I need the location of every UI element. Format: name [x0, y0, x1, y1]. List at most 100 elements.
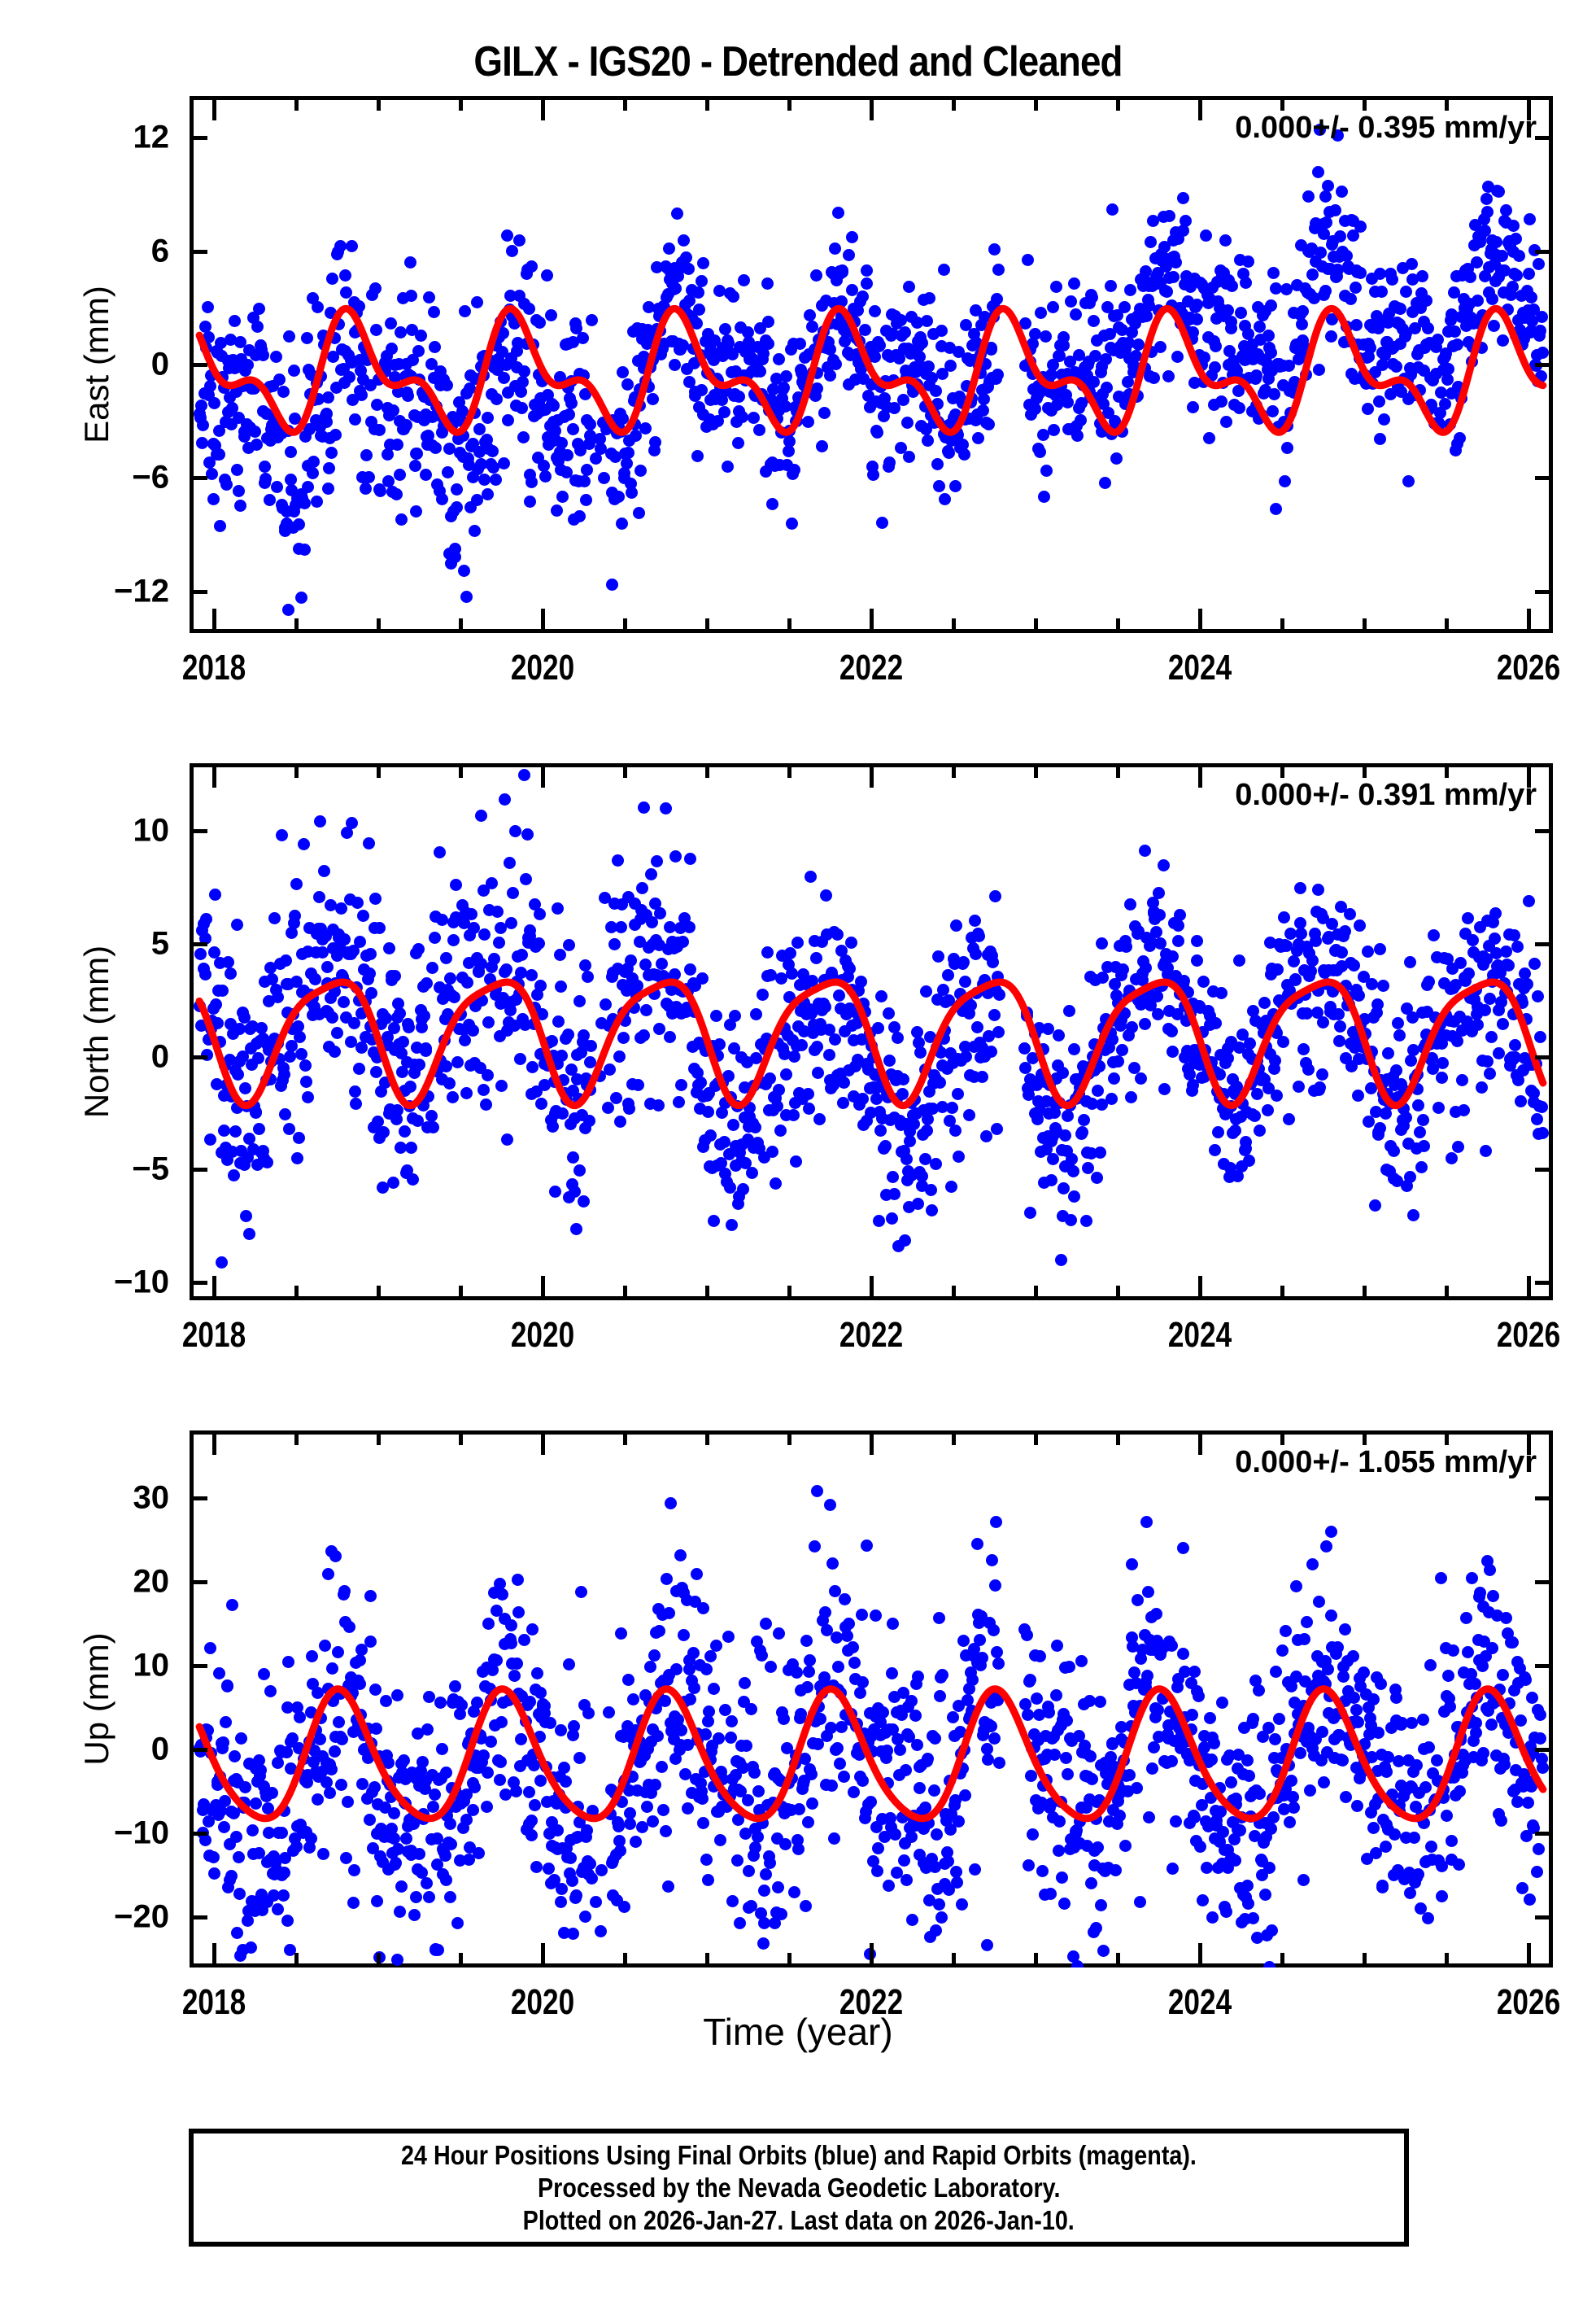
data-point	[300, 331, 313, 344]
data-point	[338, 269, 351, 282]
data-point	[224, 333, 237, 346]
data-point	[199, 321, 212, 334]
x-tick-mark	[951, 96, 956, 111]
data-point	[214, 519, 227, 532]
y-tick-label: −5	[132, 1151, 169, 1187]
x-tick-mark	[1444, 618, 1449, 633]
data-point	[323, 461, 336, 474]
y-tick-mark	[1535, 1280, 1553, 1285]
x-tick-mark	[541, 1276, 546, 1300]
x-tick-mark	[1115, 1953, 1120, 1968]
data-point	[385, 342, 398, 355]
x-tick-label: 2018	[182, 1315, 246, 1355]
x-tick-mark	[1362, 96, 1367, 111]
x-tick-mark	[377, 96, 382, 111]
x-tick-mark	[1280, 763, 1284, 778]
y-tick-mark	[190, 476, 207, 481]
x-tick-mark	[623, 96, 628, 111]
y-tick-mark	[1535, 1055, 1553, 1059]
data-point	[342, 371, 355, 384]
data-point	[373, 423, 386, 436]
y-tick-mark	[190, 941, 207, 946]
x-tick-mark	[870, 1430, 874, 1455]
x-tick-mark	[377, 1430, 382, 1445]
y-tick-mark	[190, 589, 207, 594]
x-tick-mark	[377, 1286, 382, 1300]
data-point	[409, 505, 422, 518]
x-tick-label: 2024	[1167, 648, 1232, 688]
data-point	[370, 324, 383, 337]
y-tick-label: 6	[150, 233, 169, 269]
x-tick-mark	[951, 1286, 956, 1300]
x-tick-mark	[212, 609, 217, 633]
data-point	[306, 292, 319, 305]
data-point	[303, 423, 316, 436]
data-point	[206, 467, 219, 480]
data-point	[359, 483, 372, 496]
y-tick-mark	[1535, 1168, 1553, 1173]
y-tick-mark	[1535, 1915, 1553, 1920]
x-tick-mark	[705, 96, 710, 111]
x-tick-mark	[459, 1430, 464, 1445]
data-point	[271, 480, 284, 493]
y-tick-mark	[190, 1496, 207, 1500]
data-point	[404, 289, 417, 302]
x-tick-mark	[459, 96, 464, 111]
data-point	[382, 474, 395, 487]
x-tick-mark	[787, 1430, 792, 1445]
rate-annotation: 0.000+/- 0.391 mm/yr	[1235, 778, 1537, 812]
data-point	[195, 400, 208, 413]
x-tick-mark	[1197, 1943, 1202, 1968]
y-tick-mark	[1535, 1579, 1553, 1584]
data-point	[326, 350, 339, 363]
data-point	[388, 370, 401, 383]
data-point	[362, 470, 375, 483]
model-curve-layer	[195, 1685, 1547, 1823]
x-tick-mark	[212, 763, 217, 788]
x-tick-mark	[1526, 1943, 1531, 1968]
data-point	[203, 379, 216, 392]
x-tick-mark	[541, 1943, 546, 1968]
y-tick-label: 30	[133, 1479, 170, 1515]
y-tick-label: 20	[133, 1563, 170, 1600]
data-point	[214, 337, 227, 350]
data-point	[369, 282, 382, 295]
y-tick-label: 10	[133, 812, 170, 849]
data-point	[325, 273, 338, 285]
y-tick-mark	[1535, 363, 1553, 367]
y-tick-mark	[1535, 249, 1553, 254]
model-curve-layer	[195, 978, 1547, 1110]
data-point	[310, 496, 323, 509]
x-tick-mark	[705, 763, 710, 778]
x-tick-mark	[1444, 1953, 1449, 1968]
x-tick-mark	[459, 618, 464, 633]
x-tick-mark	[377, 763, 382, 778]
x-tick-mark	[787, 96, 792, 111]
data-point	[288, 365, 301, 378]
seasonal-model-curve	[195, 1685, 1547, 1823]
data-point	[251, 439, 264, 452]
y-tick-mark	[190, 249, 207, 254]
y-axis-title: North (mm)	[77, 945, 116, 1119]
x-tick-mark	[294, 763, 299, 778]
x-tick-mark	[787, 763, 792, 778]
data-point	[390, 488, 403, 501]
data-point	[301, 480, 314, 493]
x-tick-mark	[1280, 1953, 1284, 1968]
data-point	[403, 255, 416, 269]
data-point	[373, 485, 386, 498]
y-tick-mark	[190, 1055, 207, 1059]
data-point	[306, 466, 319, 479]
rate-annotation: 0.000+/- 0.395 mm/yr	[1235, 111, 1537, 145]
x-tick-mark	[459, 763, 464, 778]
y-tick-mark	[190, 1915, 207, 1920]
data-point	[207, 492, 220, 505]
x-tick-mark	[294, 618, 299, 633]
x-tick-mark	[951, 618, 956, 633]
y-tick-mark	[1535, 1663, 1553, 1668]
data-point	[405, 323, 418, 336]
x-tick-mark	[294, 96, 299, 111]
x-tick-mark	[1526, 1276, 1531, 1300]
x-tick-mark	[1526, 609, 1531, 633]
y-tick-mark	[190, 136, 207, 141]
